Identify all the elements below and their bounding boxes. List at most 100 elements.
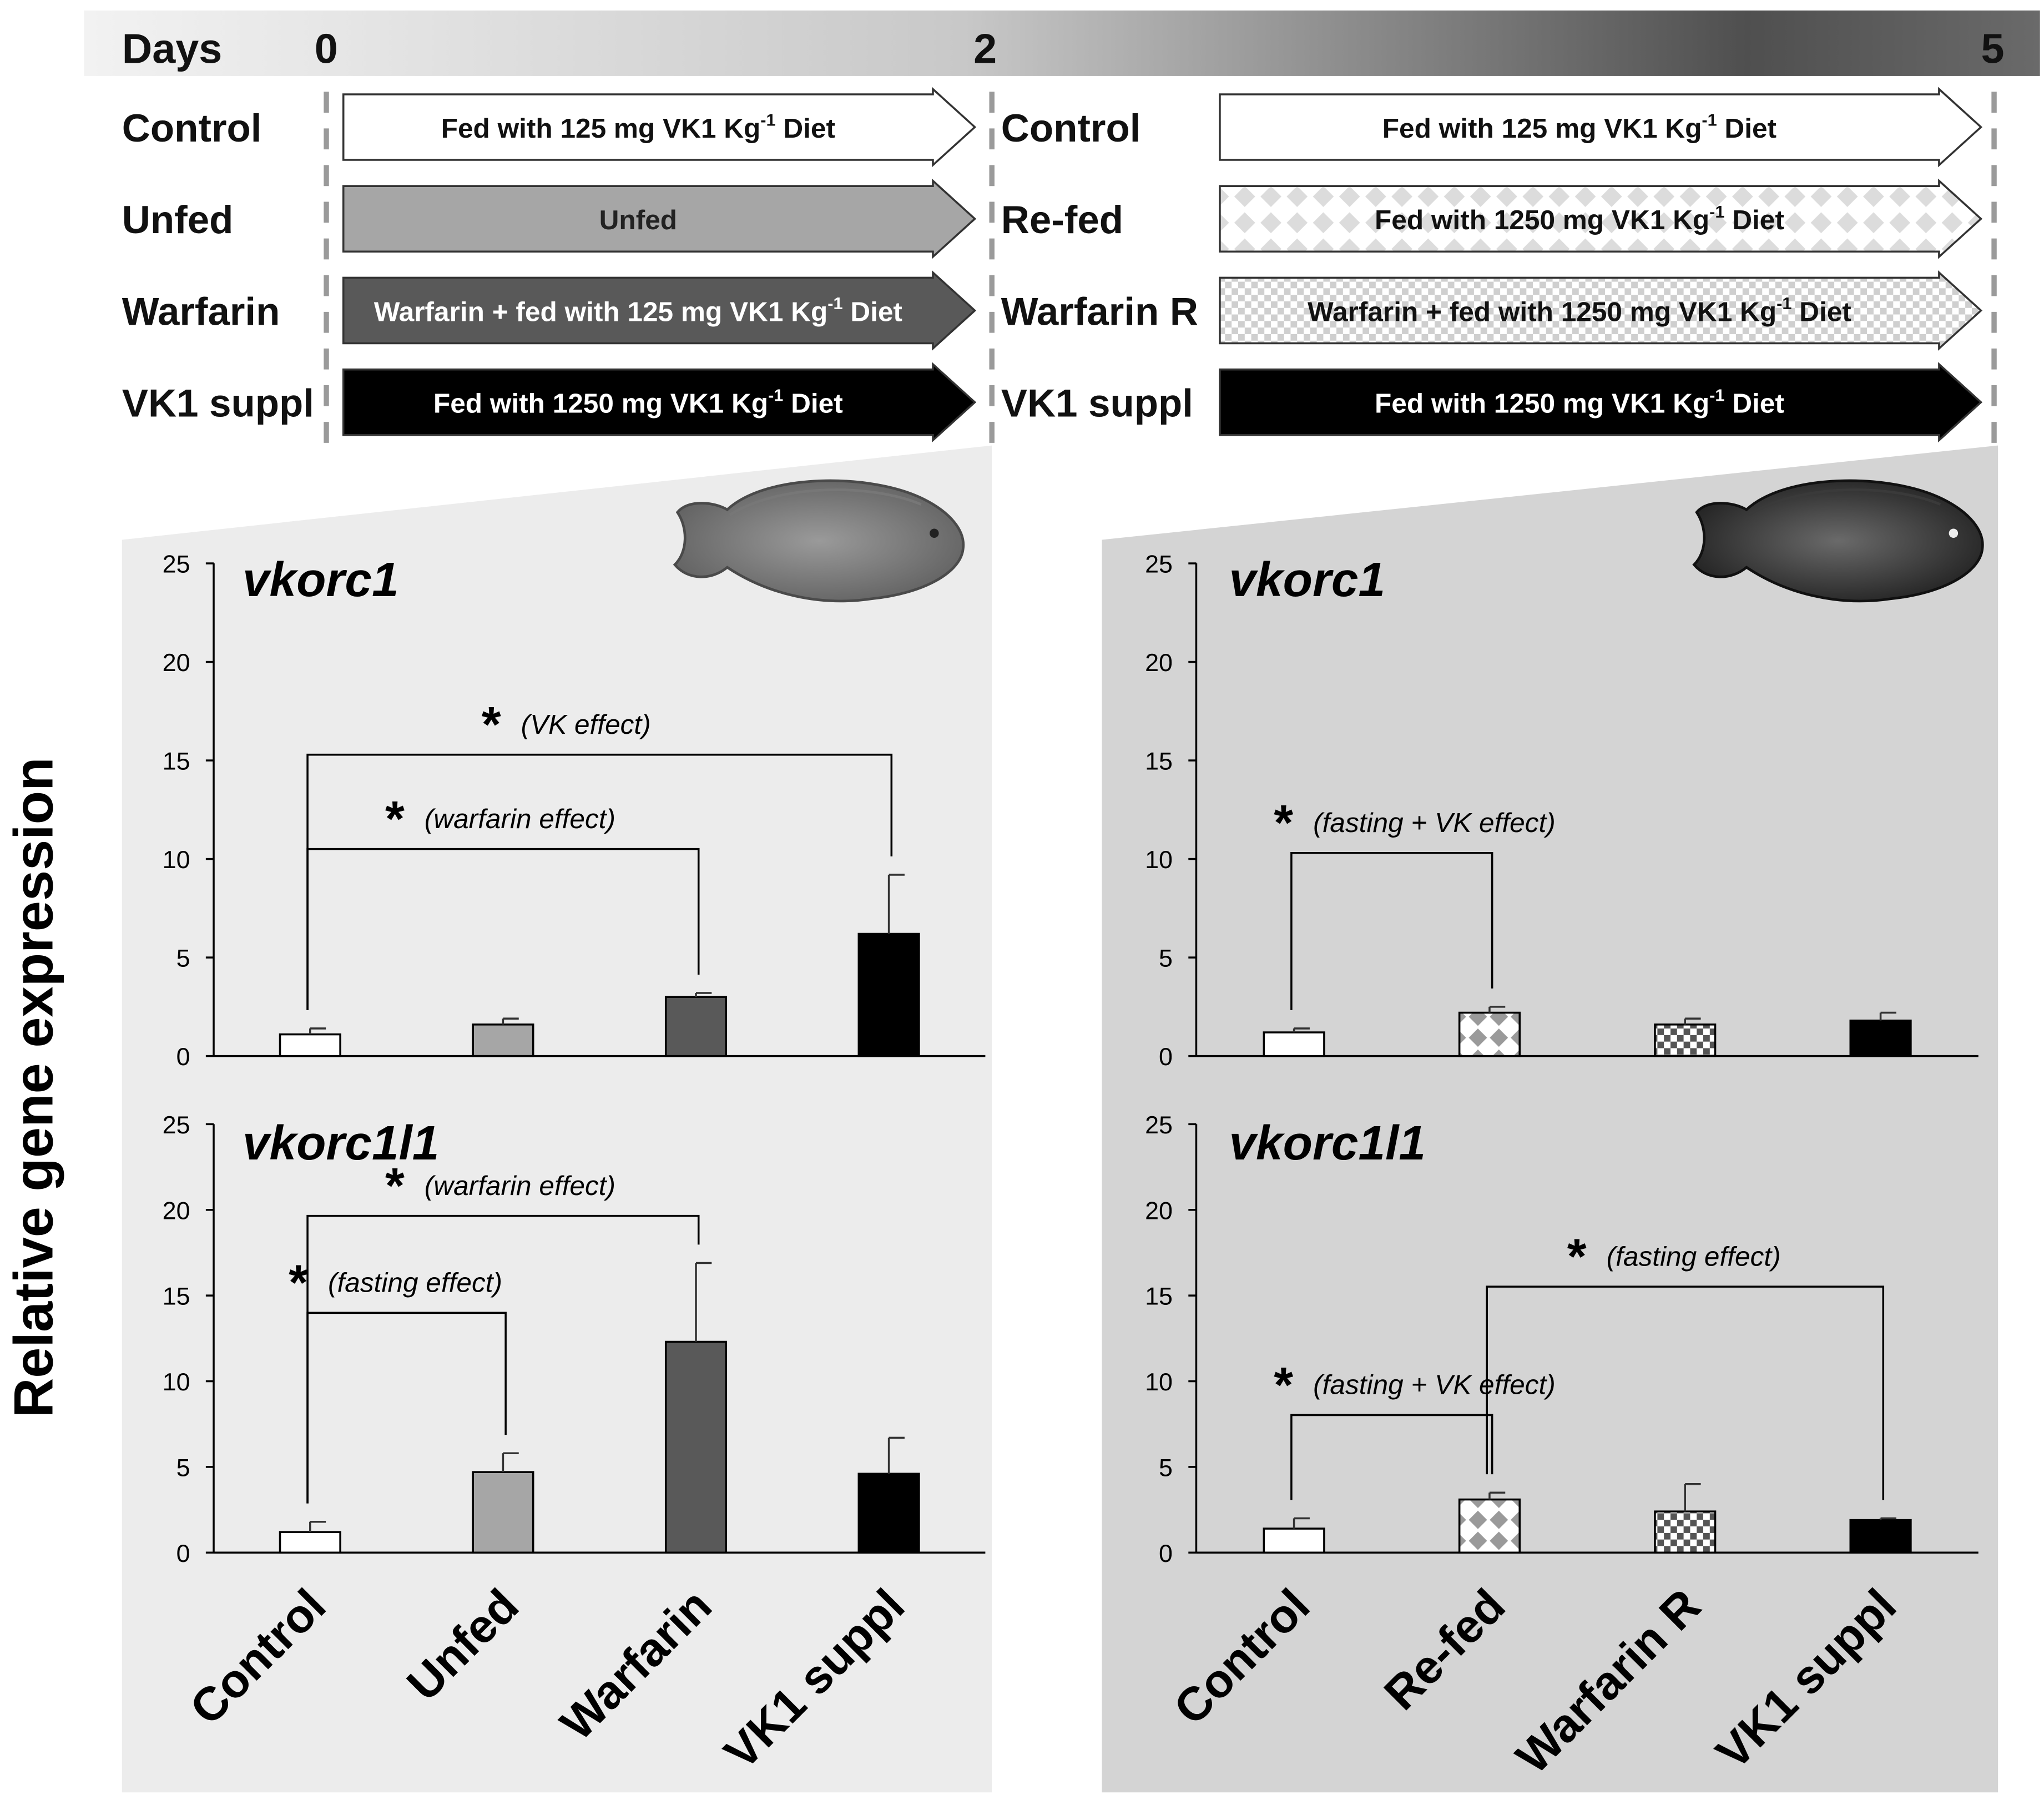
- y-axis-label: Relative gene expression: [3, 757, 65, 1418]
- charts: 0 5 10 15 20 25 vkorc1 * (VK effect) * (warfarin e…: [163, 550, 1979, 1567]
- treatment-text-main: Fed with 125 mg VK1 Kg: [1382, 113, 1702, 144]
- chart-1: 0 5 10 15 20 25 vkorc1 * (VK effect) * (warfarin e…: [163, 550, 986, 1071]
- bar: [279, 1033, 341, 1057]
- treatment-text: Fed with 125 mg VK1 Kg-1 Diet: [1382, 110, 1776, 144]
- protocol-row-1-1: Control Fed with 125 mg VK1 Kg-1 Diet: [122, 87, 977, 168]
- y-tick-label: 10: [163, 1368, 190, 1396]
- left-panel: [122, 445, 992, 1793]
- treatment-text-tail: Diet: [776, 113, 835, 144]
- significance-label: (fasting effect): [1607, 1241, 1781, 1272]
- significance-star: *: [385, 791, 405, 847]
- bar: [1263, 1527, 1325, 1554]
- chart-title: vkorc1: [243, 552, 399, 607]
- bar: [1458, 1498, 1521, 1554]
- bar: [857, 932, 920, 1057]
- y-tick-label: 5: [1159, 1453, 1173, 1481]
- treatment-text-superscript: -1: [1709, 385, 1724, 405]
- group-label: VK1 suppl: [122, 382, 314, 426]
- treatment-text-main: Warfarin + fed with 125 mg VK1 Kg: [374, 296, 828, 327]
- treatment-text-superscript: -1: [1702, 110, 1717, 130]
- treatment-text: Unfed: [599, 204, 677, 235]
- protocol-row-1-3: Warfarin Warfarin + fed with 125 mg VK1 K…: [122, 270, 977, 351]
- treatment-text: Fed with 1250 mg VK1 Kg-1 Diet: [1375, 202, 1784, 235]
- treatment-arrow: [342, 178, 977, 259]
- bar: [1849, 1519, 1912, 1554]
- protocol-rows: Control Fed with 125 mg VK1 Kg-1 DietUnfe…: [122, 87, 1983, 443]
- y-tick-label: 0: [176, 1042, 190, 1071]
- group-label: VK1 suppl: [1001, 382, 1193, 426]
- group-label: Unfed: [122, 198, 234, 242]
- y-tick-label: 5: [176, 944, 190, 972]
- significance-label: (VK effect): [521, 709, 651, 740]
- bar: [1849, 1019, 1912, 1057]
- significance-label: (fasting effect): [328, 1267, 502, 1298]
- day-tick-5: 5: [1981, 26, 2004, 72]
- bar: [472, 1023, 534, 1057]
- treatment-text: Fed with 1250 mg VK1 Kg-1 Diet: [1375, 385, 1784, 419]
- y-tick-label: 25: [1145, 550, 1173, 578]
- y-tick-label: 20: [163, 648, 190, 677]
- treatment-text-tail: Diet: [783, 388, 842, 419]
- treatment-text-superscript: -1: [768, 385, 783, 405]
- significance-bracket: [306, 1312, 507, 1504]
- y-tick-label: 10: [1145, 845, 1173, 874]
- treatment-arrow: [342, 87, 977, 168]
- significance-bracket: [1290, 851, 1493, 1010]
- y-tick-label: 20: [1145, 1196, 1173, 1224]
- bar: [279, 1531, 341, 1554]
- treatment-text-main: Unfed: [599, 204, 677, 235]
- significance-star: *: [1567, 1229, 1587, 1284]
- treatment-text-main: Fed with 1250 mg VK1 Kg: [433, 388, 768, 419]
- treatment-text-main: Fed with 1250 mg VK1 Kg: [1375, 204, 1709, 235]
- bar: [1654, 1023, 1717, 1057]
- bar: [1654, 1510, 1717, 1554]
- treatment-text: Warfarin + fed with 1250 mg VK1 Kg-1 Die…: [1308, 294, 1851, 327]
- treatment-text-main: Fed with 125 mg VK1 Kg: [441, 113, 761, 144]
- bar: [664, 1340, 728, 1554]
- treatment-text-superscript: -1: [1709, 202, 1724, 221]
- significance-label: (fasting + VK effect): [1313, 1369, 1556, 1400]
- group-label: Warfarin: [122, 290, 280, 334]
- y-tick-label: 10: [163, 845, 190, 874]
- treatment-text-tail: Diet: [1724, 204, 1784, 235]
- protocol-row-2-2: Re-fed Fed with 1250 mg VK1 Kg-1 Diet: [1001, 178, 1983, 259]
- significance-bracket: [306, 848, 700, 1010]
- group-label: Control: [1001, 107, 1141, 150]
- treatment-text-tail: Diet: [1724, 388, 1784, 419]
- significance-label: (warfarin effect): [425, 803, 615, 834]
- significance-star: *: [385, 1158, 405, 1214]
- y-tick-label: 25: [1145, 1111, 1173, 1139]
- fish-icon-dark: [1692, 479, 1984, 603]
- y-tick-label: 25: [163, 1111, 190, 1139]
- days-label: Days: [122, 26, 223, 72]
- bar: [664, 996, 728, 1057]
- significance-star: *: [1274, 1358, 1293, 1413]
- significance-star: *: [482, 697, 501, 753]
- chart-title: vkorc1l1: [243, 1116, 439, 1170]
- treatment-text-tail: Diet: [1717, 113, 1776, 144]
- group-label: Re-fed: [1001, 198, 1123, 242]
- chart-title: vkorc1: [1229, 552, 1385, 607]
- protocol-row-2-4: VK1 suppl Fed with 1250 mg VK1 Kg-1 Diet: [1001, 362, 1983, 443]
- treatment-text: Fed with 125 mg VK1 Kg-1 Diet: [441, 110, 835, 144]
- significance-bracket: [1290, 1414, 1493, 1500]
- treatment-arrow: [1219, 178, 1983, 259]
- group-label: Warfarin R: [1001, 290, 1198, 334]
- fish-icon-light: [673, 479, 965, 603]
- timeline-bar: [84, 10, 2040, 76]
- y-tick-label: 0: [1159, 1042, 1173, 1071]
- day-tick-2: 2: [973, 26, 997, 72]
- treatment-text-main: Fed with 1250 mg VK1 Kg: [1375, 388, 1709, 419]
- treatment-text-superscript: -1: [1776, 294, 1791, 313]
- protocol-row-2-1: Control Fed with 125 mg VK1 Kg-1 Diet: [1001, 87, 1983, 168]
- y-tick-label: 20: [163, 1196, 190, 1224]
- y-tick-label: 5: [176, 1453, 190, 1481]
- y-tick-label: 15: [163, 747, 190, 775]
- protocol-row-1-4: VK1 suppl Fed with 1250 mg VK1 Kg-1 Diet: [122, 362, 977, 443]
- significance-label: (warfarin effect): [425, 1170, 615, 1201]
- y-tick-label: 15: [1145, 1282, 1173, 1310]
- treatment-text: Warfarin + fed with 125 mg VK1 Kg-1 Diet: [374, 294, 902, 327]
- chart-3: 0 5 10 15 20 25 vkorc1 * (fasting + VK effect): [1145, 550, 1979, 1071]
- treatment-arrow: [342, 362, 977, 443]
